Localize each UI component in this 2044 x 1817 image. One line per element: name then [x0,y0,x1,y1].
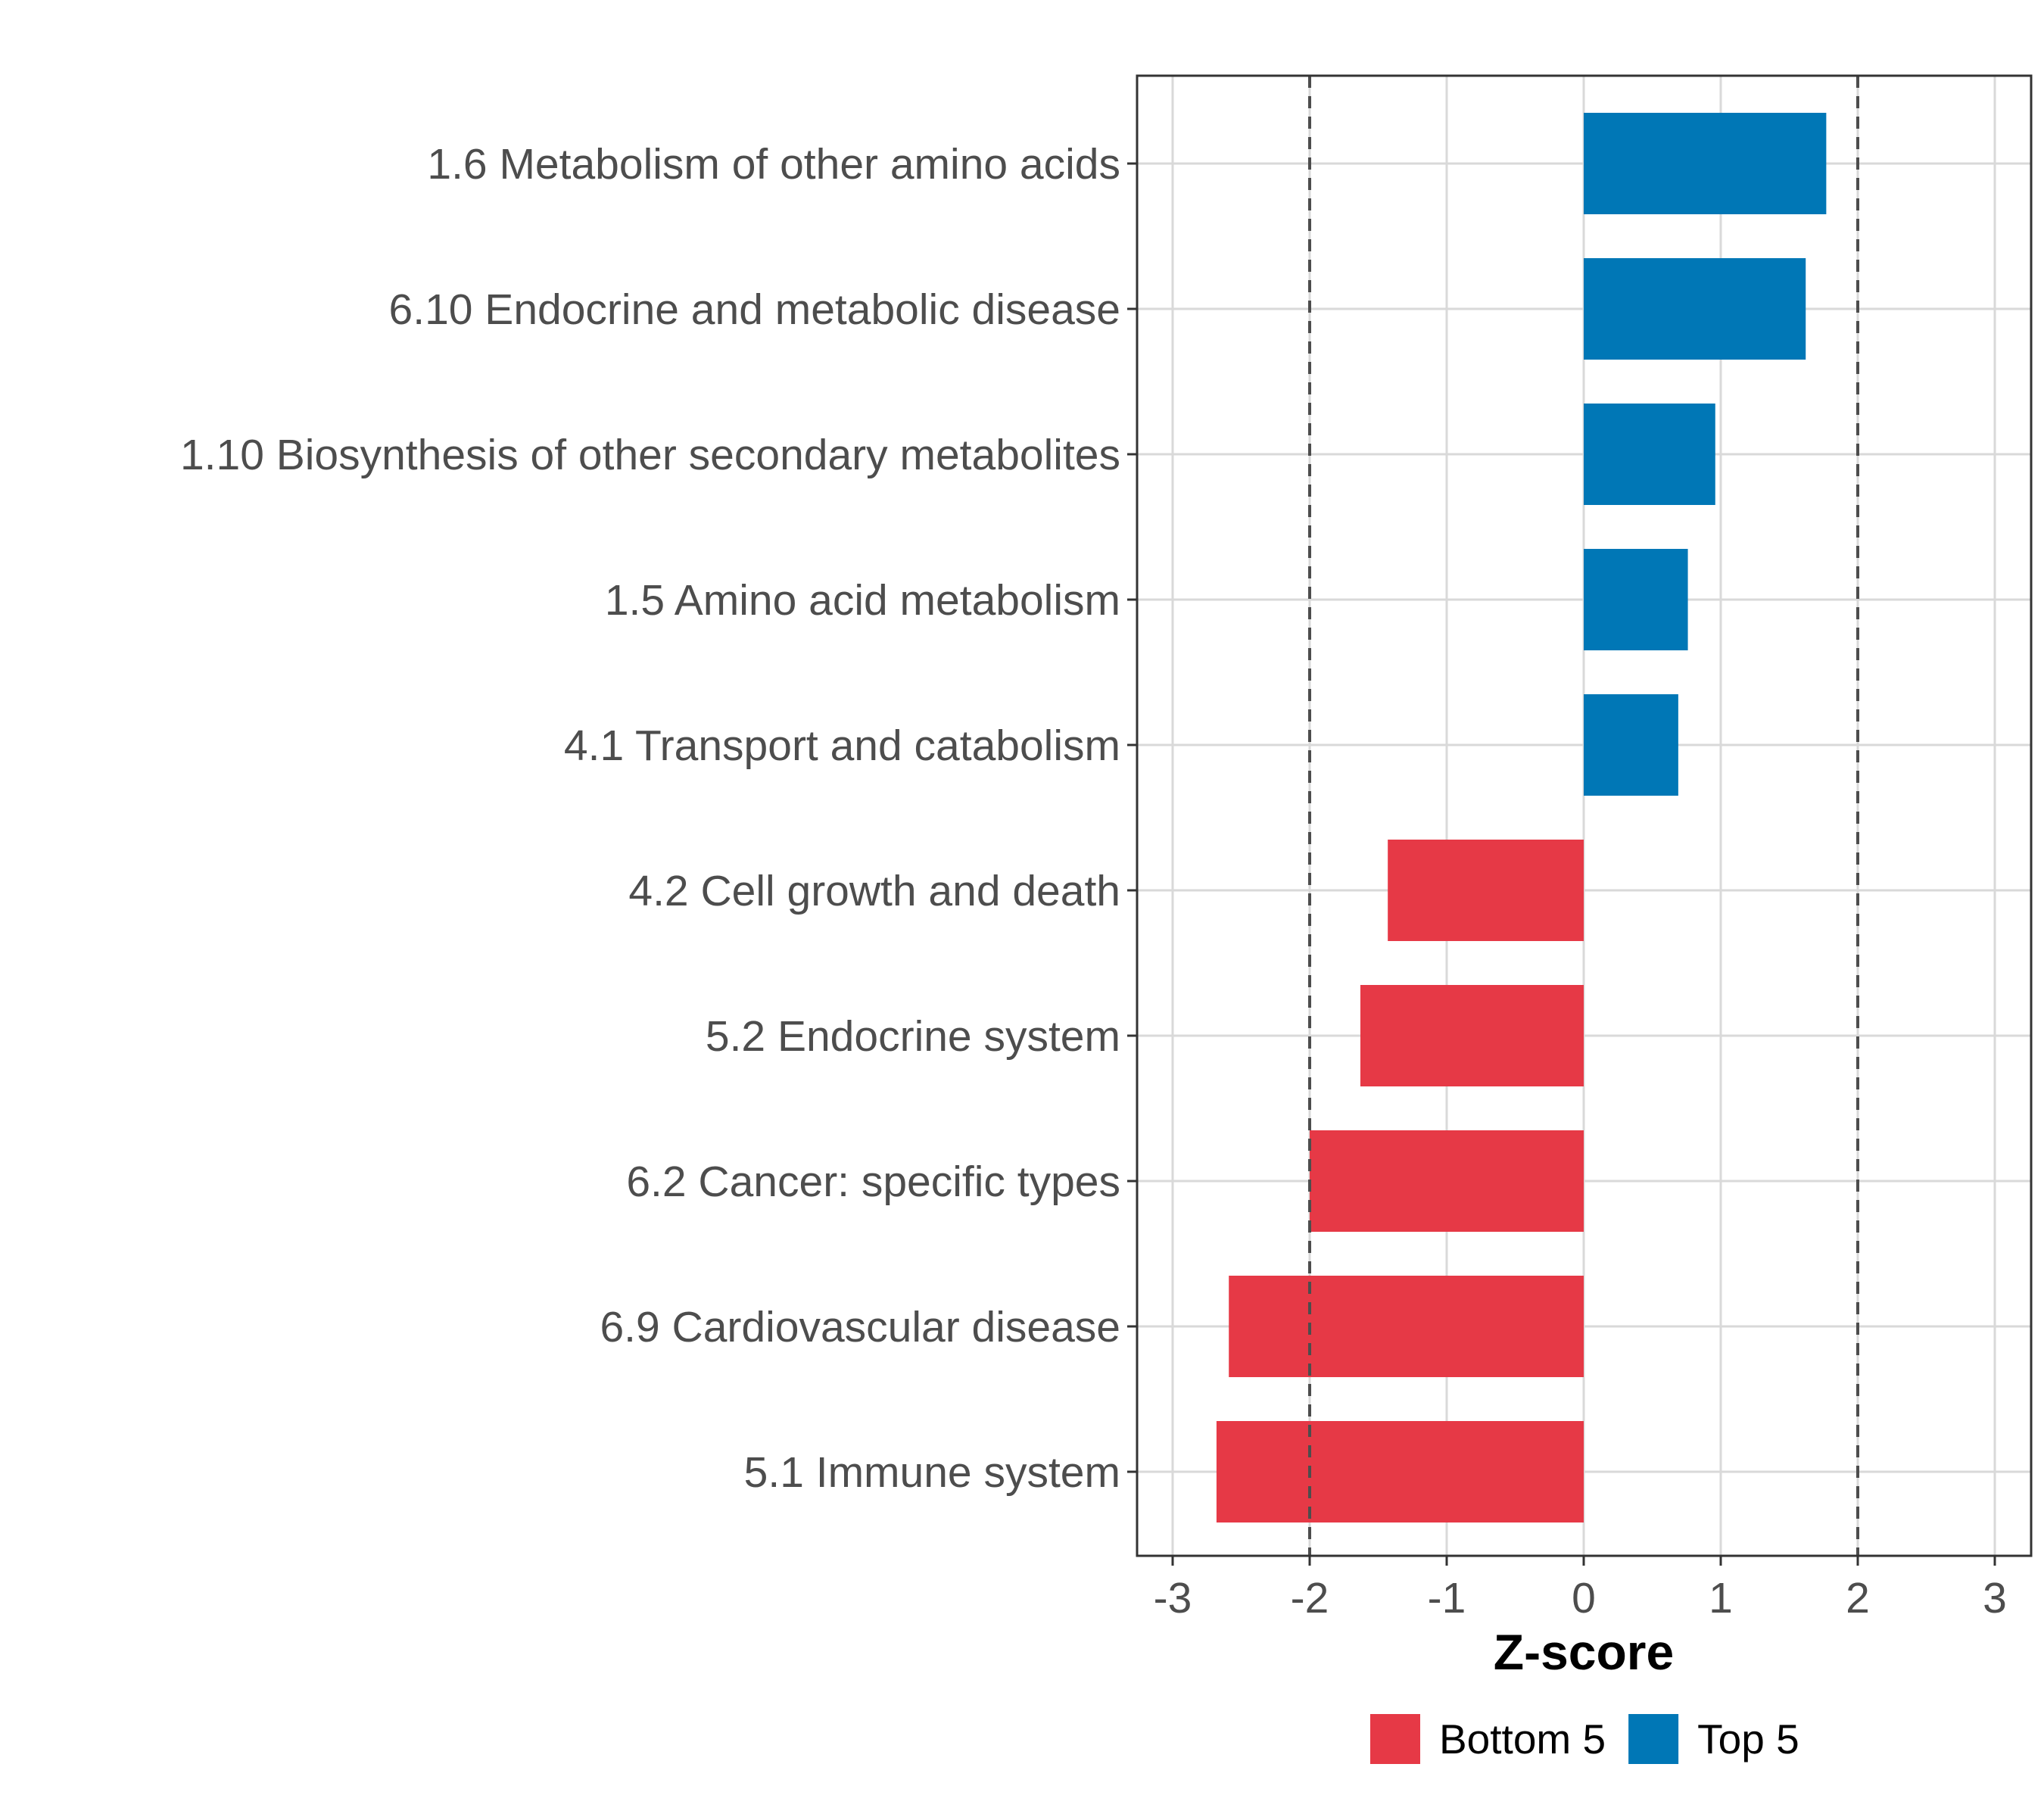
legend-label: Top 5 [1697,1716,1799,1762]
category-label: 6.2 Cancer: specific types [626,1158,1120,1206]
category-label: 1.10 Biosynthesis of other secondary met… [180,431,1120,479]
x-axis: -3 -2 -1 0 1 2 3 [1154,1556,2007,1622]
bar [1310,1130,1584,1232]
x-tick-label: -1 [1428,1574,1466,1622]
bar [1388,840,1584,941]
legend-label: Bottom 5 [1439,1716,1606,1762]
category-label: 1.6 Metabolism of other amino acids [427,140,1120,189]
bar [1584,694,1678,796]
category-label: 4.2 Cell growth and death [628,867,1120,915]
x-axis-title: Z-score [1494,1624,1674,1680]
x-tick-label: 0 [1572,1574,1596,1622]
bar [1584,404,1715,505]
y-axis: 1.6 Metabolism of other amino acids 6.10 … [180,140,1137,1497]
category-label: 6.9 Cardiovascular disease [600,1303,1120,1351]
bar [1360,985,1584,1086]
category-label: 5.2 Endocrine system [706,1012,1120,1061]
bars [1216,113,1827,1522]
category-label: 1.5 Amino acid metabolism [605,576,1120,625]
category-label: 5.1 Immune system [744,1448,1120,1497]
category-label: 4.1 Transport and catabolism [564,722,1120,770]
legend-key [1370,1714,1420,1764]
x-tick-label: -2 [1291,1574,1329,1622]
bar [1584,549,1688,650]
x-tick-label: 1 [1709,1574,1733,1622]
bar [1584,113,1827,214]
x-tick-label: 2 [1846,1574,1870,1622]
x-tick-label: -3 [1154,1574,1192,1622]
legend-key [1628,1714,1679,1764]
bar [1216,1421,1584,1522]
bar [1229,1276,1584,1377]
category-label: 6.10 Endocrine and metabolic disease [389,285,1120,334]
x-tick-label: 3 [1983,1574,2007,1622]
legend: Bottom 5 Top 5 [1370,1714,1799,1764]
reference-lines [1308,76,1859,1556]
bar [1584,258,1806,360]
